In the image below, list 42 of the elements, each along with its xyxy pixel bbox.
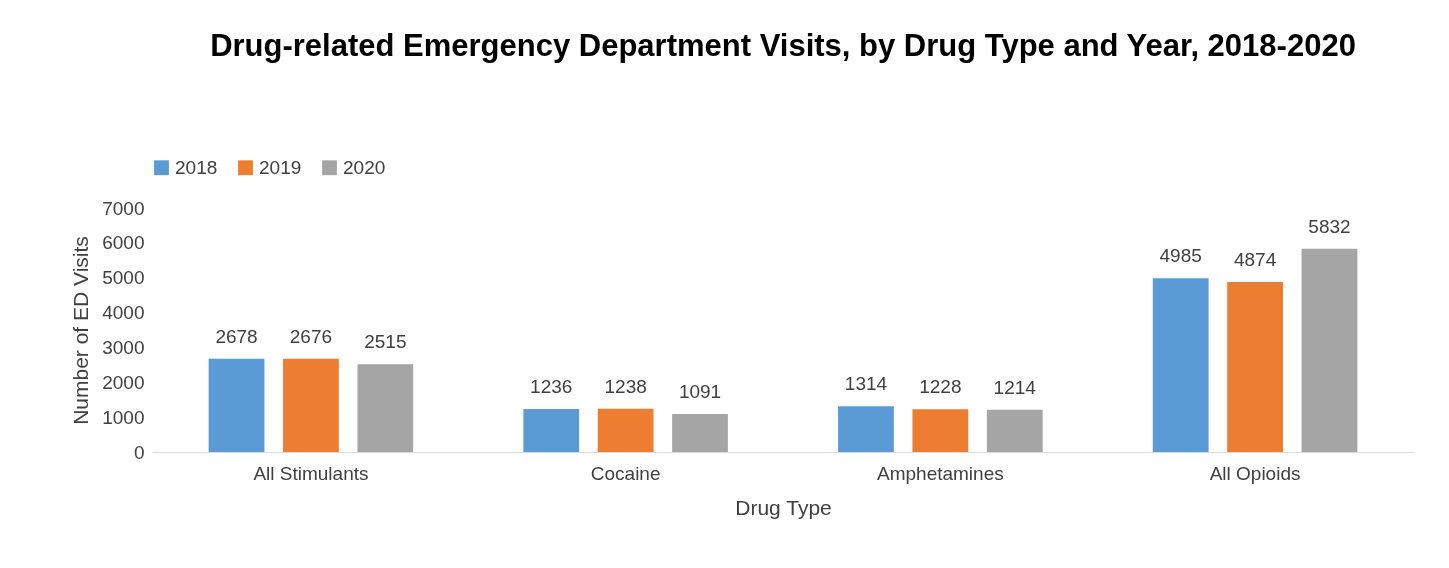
- data-label: 5832: [1308, 215, 1351, 237]
- data-label: 1238: [604, 375, 647, 397]
- data-label: 1314: [844, 373, 888, 395]
- legend-label: 2020: [343, 156, 386, 178]
- y-tick-label: 7000: [102, 197, 145, 219]
- bar: [1152, 278, 1209, 452]
- y-tick-label: 6000: [102, 232, 145, 254]
- data-label: 1236: [530, 375, 573, 397]
- y-tick-label: 4000: [102, 302, 145, 324]
- bar: [1301, 248, 1358, 452]
- bar: [838, 406, 894, 452]
- y-tick-label: 1000: [102, 406, 145, 428]
- data-label: 2676: [289, 325, 333, 347]
- bar: [672, 413, 728, 452]
- bar: [597, 408, 654, 452]
- x-axis-title: Drug Type: [735, 495, 832, 519]
- bar: [986, 409, 1043, 452]
- legend-label: 2019: [259, 156, 302, 178]
- bar: [912, 409, 969, 452]
- bar: [523, 408, 580, 452]
- data-label: 4985: [1159, 245, 1202, 267]
- chart-title: Drug-related Emergency Department Visits, by Drug Type and Year, 2018-2020: [210, 28, 1356, 63]
- x-tick-label: All Stimulants: [253, 462, 369, 484]
- bar: [1227, 282, 1283, 452]
- data-label: 1228: [919, 376, 962, 398]
- y-tick-label: 2000: [102, 371, 145, 393]
- bar: [357, 364, 414, 452]
- x-tick-label: All Opioids: [1209, 462, 1301, 484]
- legend-label: 2018: [175, 156, 218, 178]
- y-tick-label: 3000: [102, 336, 145, 358]
- bar: [208, 358, 265, 452]
- x-tick-label: Cocaine: [590, 462, 661, 484]
- bar: [283, 358, 339, 452]
- y-tick-label: 0: [133, 441, 145, 463]
- y-tick-label: 5000: [102, 267, 145, 289]
- data-label: 1091: [678, 380, 722, 402]
- y-axis-title: Number of ED Visits: [69, 236, 93, 425]
- data-label: 4874: [1233, 249, 1277, 271]
- data-label: 2678: [215, 325, 258, 347]
- data-label: 2515: [364, 331, 407, 353]
- x-tick-label: Amphetamines: [876, 462, 1004, 484]
- data-label: 1214: [993, 376, 1037, 398]
